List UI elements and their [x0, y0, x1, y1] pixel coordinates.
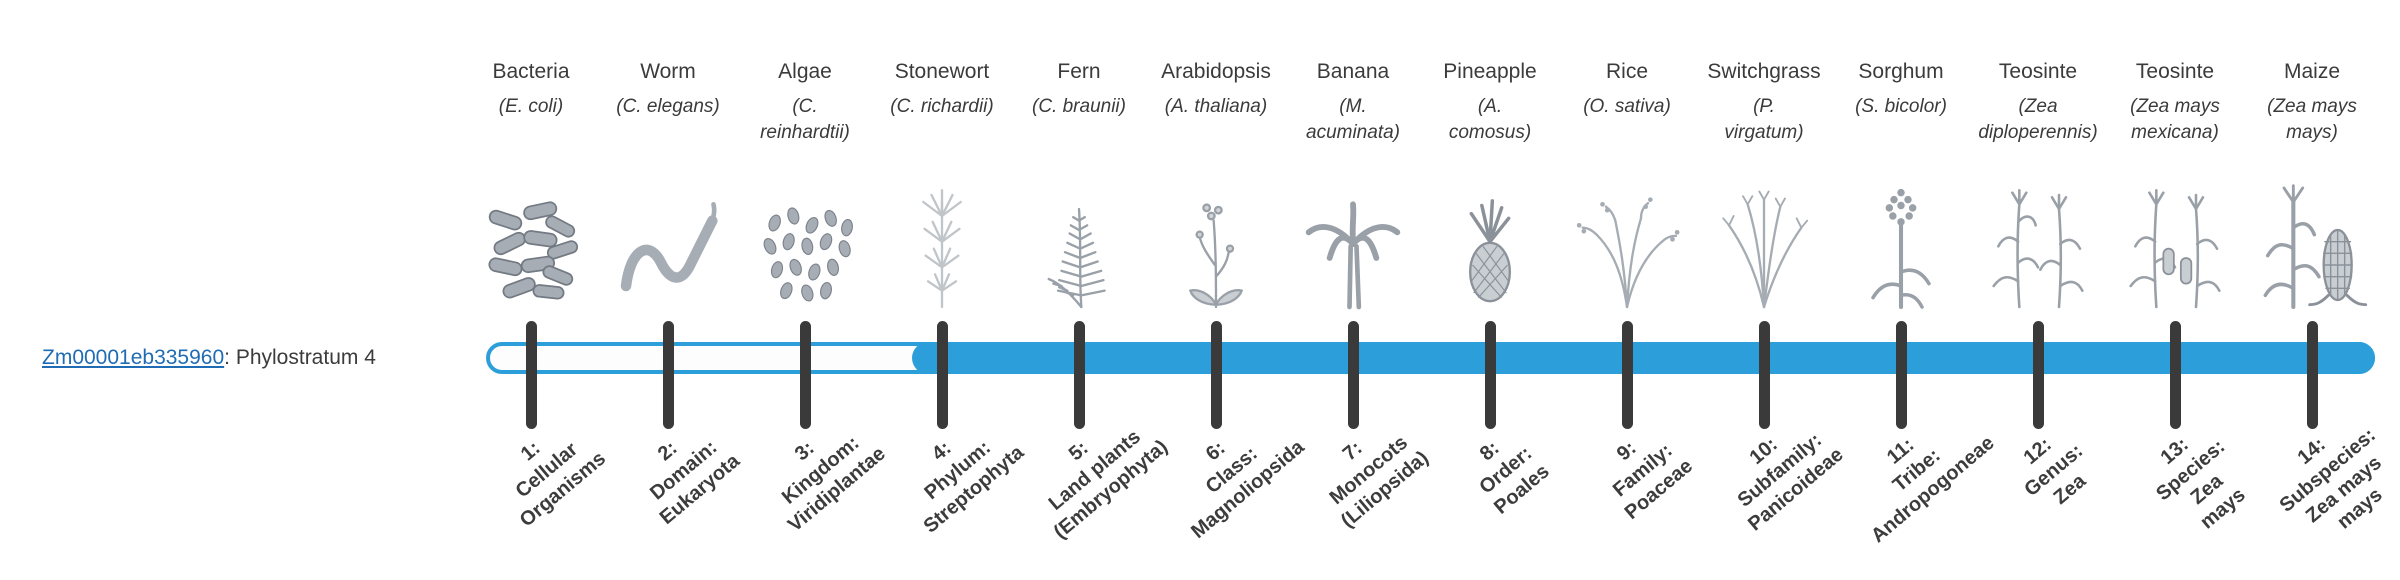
algae-icon: [735, 166, 875, 314]
organism-common-name: Bacteria: [492, 60, 570, 83]
organism-scientific-name: (Zea mays mays): [2267, 96, 2357, 143]
phylostratum-label-wrapper: 14: Subspecies: Zea mays mays: [2194, 424, 2400, 542]
organism-scientific-name: (A. thaliana): [1164, 96, 1268, 117]
organism-scientific-name: (M. acuminata): [1306, 96, 1400, 143]
organism-scientific-name: (A. comosus): [1448, 96, 1532, 143]
phylostratum-tick: [1211, 321, 1222, 429]
phylostratum-tick: [1074, 321, 1085, 429]
phylostratum-tick: [1485, 321, 1496, 429]
organism-common-name: Teosinte: [1998, 60, 2078, 83]
organism-scientific-name: (S. bicolor): [1855, 96, 1947, 117]
phylostratum-tick: [1896, 321, 1907, 429]
organism-common-name: Worm: [640, 60, 696, 83]
teosinte-diploperennis-icon: [1968, 166, 2108, 314]
organism-scientific-name: (Zea mays mexicana): [2130, 96, 2220, 143]
sorghum-icon: [1831, 166, 1971, 314]
organism-common-name: Maize: [2283, 60, 2341, 83]
phylostratum-tick: [1348, 321, 1359, 429]
stonewort-icon: [872, 166, 1012, 314]
organism-common-name: Teosinte: [2135, 60, 2215, 83]
phylostratum-tick: [2033, 321, 2044, 429]
organism-common-name: Switchgrass: [1707, 60, 1821, 83]
phylostratum-tick: [526, 321, 537, 429]
phylostratum-tick: [2170, 321, 2181, 429]
organism-common-name: Stonewort: [894, 60, 990, 83]
arabidopsis-icon: [1146, 166, 1286, 314]
phylostratum-tick: [663, 321, 674, 429]
gene-id-link[interactable]: Zm00001eb335960: [42, 346, 225, 369]
phylostratum-tick: [1759, 321, 1770, 429]
organism-common-name: Pineapple: [1443, 60, 1537, 83]
organism-common-name: Fern: [1057, 60, 1101, 83]
organism-scientific-name: (C. elegans): [616, 96, 720, 117]
bacteria-icon: [461, 166, 601, 314]
organism-scientific-name: (C. braunii): [1032, 96, 1126, 117]
worm-icon: [598, 166, 738, 314]
organism-scientific-name: (C. reinhardtii): [760, 96, 850, 143]
gene-phylostratum-text: : Phylostratum 4: [224, 346, 376, 369]
organism-common-name: Arabidopsis: [1161, 60, 1271, 83]
teosinte-mexicana-icon: [2105, 166, 2245, 314]
organism-common-name: Sorghum: [1858, 60, 1944, 83]
organism-scientific-name: (C. richardii): [890, 96, 994, 117]
phylostratum-tick: [2307, 321, 2318, 429]
banana-icon: [1283, 166, 1423, 314]
organism-scientific-name: (P. virgatum): [1724, 96, 1804, 143]
phylostratum-tick: [1622, 321, 1633, 429]
rice-icon: [1557, 166, 1697, 314]
pineapple-icon: [1420, 166, 1560, 314]
phylostratum-tick: [937, 321, 948, 429]
phylostratum-bar-fill: [912, 342, 2375, 374]
organism-scientific-name: (Zea diploperennis): [1978, 96, 2098, 143]
fern-icon: [1009, 166, 1149, 314]
gene-label: Zm00001eb335960: Phylostratum 4: [42, 346, 376, 370]
switchgrass-icon: [1694, 166, 1834, 314]
phylostratum-tick: [800, 321, 811, 429]
organism-scientific-name: (O. sativa): [1583, 96, 1671, 117]
organism-common-name: Algae: [778, 60, 832, 83]
maize-icon: [2242, 166, 2382, 314]
organism-common-name: Banana: [1316, 60, 1390, 83]
organism-scientific-name: (E. coli): [498, 96, 564, 117]
organism-common-name: Rice: [1605, 60, 1648, 83]
